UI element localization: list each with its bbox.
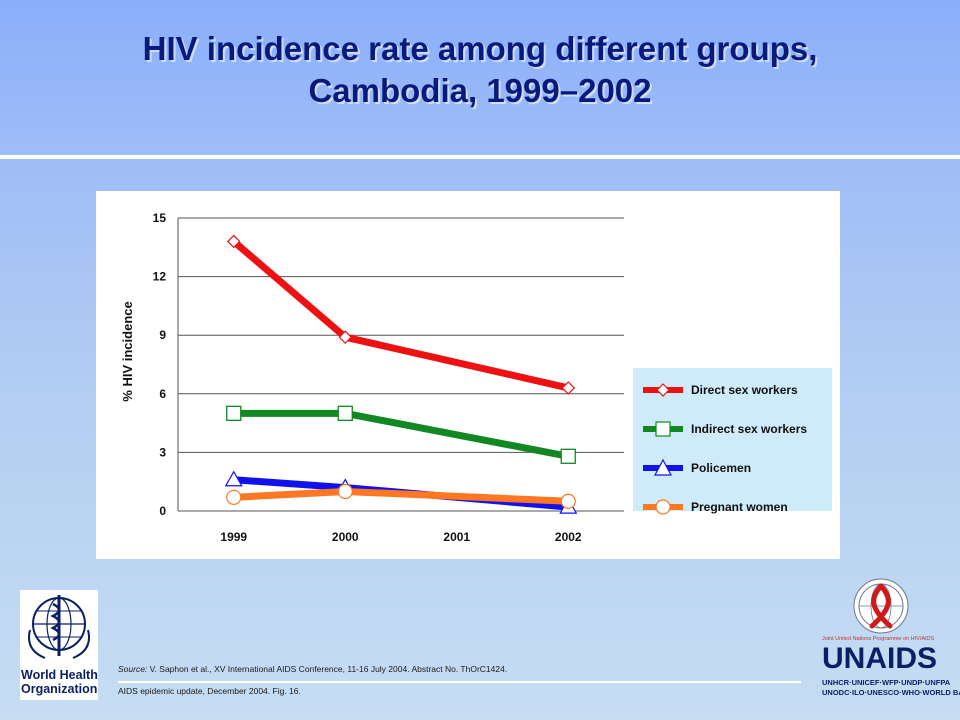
y-tick-label: 15 xyxy=(153,211,167,225)
data-point-square xyxy=(226,405,242,421)
unaids-emblem-icon xyxy=(853,578,909,634)
legend-label: Policemen xyxy=(691,461,752,475)
legend-swatch xyxy=(643,383,683,397)
legend-label: Pregnant women xyxy=(691,500,788,514)
series-line-1 xyxy=(233,409,569,460)
legend-label: Direct sex workers xyxy=(691,383,798,397)
legend-label: Indirect sex workers xyxy=(691,422,808,436)
data-point-circle xyxy=(560,493,576,509)
source-citation: Source: V. Saphon et al., XV Internation… xyxy=(118,664,507,674)
x-tick-label: 2002 xyxy=(555,530,582,544)
data-point-circle xyxy=(226,489,242,505)
who-logo-line-1: World Health xyxy=(21,668,98,682)
unaids-sponsors: UNHCR·UNICEF·WFP·UNDP·UNFPA UNODC·ILO·UN… xyxy=(822,678,960,698)
series-line-3 xyxy=(233,487,569,505)
title-line-2: Cambodia, 1999–2002 xyxy=(308,72,652,109)
series-line-0 xyxy=(231,238,570,392)
x-tick-label: 2000 xyxy=(332,530,359,544)
chart-panel: 0 3 6 9 12 15 1999 2000 2001 2002% HIV incidence … xyxy=(96,191,840,559)
who-logo-line-2: Organization xyxy=(21,682,98,696)
legend-swatch xyxy=(643,458,683,476)
data-point-diamond xyxy=(226,234,241,249)
source-text: V. Saphon et al., XV International AIDS … xyxy=(149,664,508,674)
source-label: Source: xyxy=(118,664,148,674)
footnote: AIDS epidemic update, December 2004. Fig… xyxy=(118,686,301,696)
legend-item: Pregnant women xyxy=(633,497,832,517)
y-axis-title: % HIV incidence xyxy=(120,301,135,401)
data-point-triangle xyxy=(224,470,243,487)
who-emblem-icon xyxy=(20,590,98,700)
y-tick-label: 0 xyxy=(159,504,166,518)
legend-item: Indirect sex workers xyxy=(633,419,832,439)
line-chart: 0 3 6 9 12 15 1999 2000 2001 2002 % HIV incidence xyxy=(120,211,624,544)
data-point-square xyxy=(337,405,353,421)
unaids-sponsors-line-2: UNODC·ILO·UNESCO·WHO·WORLD BANK xyxy=(822,688,960,697)
y-tick-label: 9 xyxy=(159,328,166,342)
legend-swatch xyxy=(643,421,683,437)
unaids-tagline: Joint United Nations Programme on HIV/AI… xyxy=(822,636,935,642)
data-point-diamond xyxy=(338,330,353,345)
footer-rule xyxy=(118,681,801,683)
slide-title: HIV incidence rate among different group… xyxy=(0,28,960,112)
data-point-square xyxy=(560,448,576,464)
legend-item: Direct sex workers xyxy=(633,380,832,400)
data-point-circle xyxy=(337,483,353,500)
legend-item: Policemen xyxy=(633,458,832,478)
y-tick-label: 3 xyxy=(159,445,166,459)
x-tick-label: 1999 xyxy=(220,530,247,544)
data-point-diamond xyxy=(561,381,576,395)
unaids-sponsors-line-1: UNHCR·UNICEF·WFP·UNDP·UNFPA xyxy=(822,678,951,687)
y-tick-label: 12 xyxy=(153,270,167,284)
title-line-1: HIV incidence rate among different group… xyxy=(142,30,818,67)
x-tick-label: 2001 xyxy=(443,530,470,544)
who-logo-text: World Health Organization xyxy=(21,668,98,696)
legend-swatch xyxy=(643,499,683,515)
y-tick-label: 6 xyxy=(159,387,166,401)
unaids-wordmark: UNAIDS xyxy=(822,642,938,675)
header-divider xyxy=(0,155,960,159)
chart-legend: Direct sex workers Indirect sex workers Po… xyxy=(633,368,832,515)
